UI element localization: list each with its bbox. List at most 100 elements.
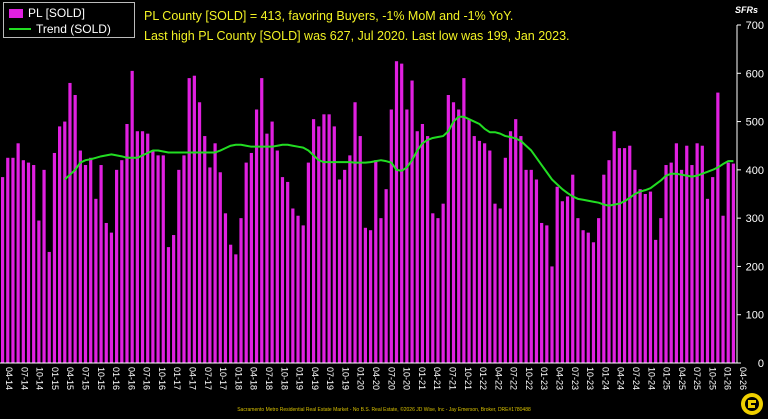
bar: [555, 186, 559, 363]
x-tick-label: 07-22: [509, 367, 519, 390]
x-tick-label: 10-21: [463, 367, 473, 390]
footer-credit: Sacramento Metro Residential Real Estate…: [237, 407, 531, 413]
bar: [203, 136, 207, 363]
bar: [394, 61, 399, 364]
bar: [172, 235, 176, 363]
x-tick-label: 10-15: [96, 367, 106, 390]
x-tick-label: 04-25: [677, 367, 687, 390]
bar: [477, 140, 482, 363]
bar: [208, 167, 212, 363]
bar: [540, 222, 544, 363]
y-tick-label: 700: [746, 20, 764, 32]
x-tick-label: 04-24: [616, 367, 626, 390]
bar: [659, 218, 663, 363]
bar: [410, 80, 414, 363]
legend-item-trend: Trend (SOLD): [9, 21, 111, 37]
bar: [674, 143, 678, 363]
bar: [560, 201, 564, 363]
bar: [607, 160, 611, 363]
x-tick-label: 07-23: [570, 367, 580, 390]
x-tick-label: 10-16: [157, 367, 167, 390]
x-tick-label: 04-20: [371, 367, 381, 390]
bar: [26, 162, 31, 363]
bar: [400, 63, 404, 363]
bar: [617, 148, 621, 363]
bar: [363, 227, 368, 363]
x-tick-label: 07-21: [447, 367, 457, 390]
bar: [384, 189, 388, 363]
bar: [301, 225, 305, 363]
headline-line-2: Last high PL County [SOLD] was 627, Jul …: [144, 29, 570, 43]
legend-label-bars: PL [SOLD]: [28, 6, 85, 20]
bar: [368, 230, 373, 363]
bar: [177, 169, 181, 363]
bar: [332, 126, 336, 364]
bar: [545, 225, 549, 363]
bar: [493, 203, 497, 363]
bar: [348, 155, 352, 363]
bar: [280, 177, 285, 363]
bar: [622, 148, 627, 363]
bar: [270, 121, 274, 363]
bar: [115, 169, 119, 363]
bar-series: [0, 61, 736, 364]
x-tick-label: 01-24: [600, 367, 610, 390]
bar: [42, 169, 46, 363]
bar: [685, 145, 689, 363]
bar: [451, 102, 456, 363]
x-tick-label: 04-19: [310, 367, 320, 390]
bar: [239, 218, 243, 363]
bar: [524, 169, 528, 363]
bar: [467, 119, 471, 363]
bar: [457, 109, 461, 363]
bar: [431, 213, 435, 363]
y-tick-label: 500: [746, 117, 764, 129]
bar: [695, 143, 699, 363]
bar: [161, 155, 165, 363]
bar: [327, 114, 331, 363]
x-tick-label: 07-19: [325, 367, 335, 390]
x-tick-label: 04-26: [738, 367, 748, 390]
bar: [503, 157, 507, 363]
headline-line-1: PL County [SOLD] = 413, favoring Buyers,…: [144, 9, 514, 23]
y-tick-label: 600: [746, 68, 764, 80]
x-tick-label: 07-20: [386, 367, 396, 390]
bar: [571, 174, 575, 363]
yellow-gear-logo-icon: [741, 393, 763, 415]
x-tick-label: 04-23: [555, 367, 565, 390]
bar: [260, 78, 264, 364]
bar: [705, 198, 710, 363]
bar: [420, 123, 425, 364]
bar: [488, 150, 492, 363]
bar: [47, 251, 51, 363]
bar: [78, 150, 82, 363]
x-tick-label: 07-16: [142, 367, 152, 390]
y-axis-ticks: 0 100 200 300 400 500 600 700: [737, 20, 764, 370]
bar: [249, 152, 253, 363]
bar: [462, 78, 466, 364]
trend-line: [64, 115, 734, 207]
bar: [130, 70, 134, 364]
x-tick-label: 04-16: [126, 367, 136, 390]
bar: [550, 266, 554, 363]
y-tick-label: 400: [746, 165, 764, 177]
bar: [151, 150, 155, 363]
bar: [244, 162, 248, 363]
bar: [223, 213, 228, 363]
bar: [16, 143, 20, 363]
bar: [498, 208, 502, 363]
bar: [99, 165, 103, 363]
bar: [664, 165, 668, 363]
x-tick-label: 10-14: [35, 367, 45, 390]
bar: [197, 102, 202, 363]
bar: [581, 230, 585, 363]
bar: [182, 155, 186, 363]
bar: [156, 155, 160, 363]
legend-swatch-bars: [9, 8, 23, 18]
x-tick-label: 01-23: [539, 367, 549, 390]
bar: [218, 172, 222, 363]
bar: [32, 165, 36, 363]
bar: [63, 121, 67, 363]
bar: [94, 198, 98, 363]
bar: [690, 165, 694, 363]
